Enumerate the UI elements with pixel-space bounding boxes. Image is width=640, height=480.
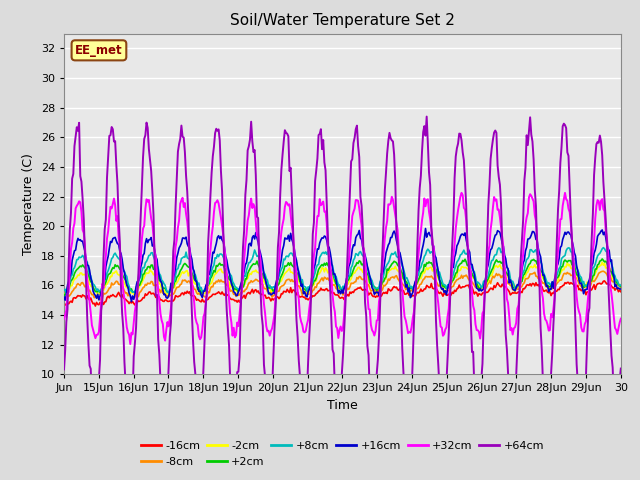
-8cm: [567, 273, 575, 278]
-2cm: [296, 281, 304, 287]
-16cm: [234, 298, 242, 303]
+2cm: [399, 270, 406, 276]
+2cm: [469, 273, 477, 279]
+8cm: [296, 273, 304, 278]
+8cm: [470, 269, 478, 275]
+2cm: [598, 256, 606, 262]
+32cm: [568, 238, 576, 243]
Line: +32cm: +32cm: [64, 193, 621, 344]
-2cm: [617, 283, 625, 289]
Title: Soil/Water Temperature Set 2: Soil/Water Temperature Set 2: [230, 13, 455, 28]
-8cm: [96, 297, 104, 303]
+64cm: [295, 358, 303, 364]
+8cm: [60, 288, 68, 293]
+16cm: [234, 289, 242, 295]
+16cm: [373, 289, 381, 295]
+16cm: [422, 226, 429, 231]
-2cm: [399, 276, 407, 282]
+64cm: [568, 236, 576, 242]
+8cm: [399, 266, 407, 272]
-16cm: [92, 303, 99, 309]
+2cm: [234, 287, 241, 293]
+64cm: [60, 367, 68, 372]
Line: +16cm: +16cm: [64, 228, 621, 301]
+64cm: [399, 369, 407, 375]
+64cm: [298, 420, 306, 425]
-2cm: [567, 265, 575, 271]
-2cm: [60, 291, 68, 297]
-16cm: [60, 300, 68, 306]
+2cm: [372, 286, 380, 291]
-8cm: [296, 285, 304, 291]
-2cm: [598, 259, 606, 265]
+16cm: [617, 286, 625, 292]
+16cm: [399, 268, 407, 274]
+16cm: [568, 238, 576, 243]
Line: +8cm: +8cm: [64, 248, 621, 294]
+8cm: [567, 249, 575, 254]
-2cm: [234, 287, 242, 293]
Line: -8cm: -8cm: [64, 271, 621, 300]
+32cm: [617, 316, 625, 322]
-8cm: [470, 282, 478, 288]
-16cm: [617, 289, 625, 295]
Text: EE_met: EE_met: [75, 44, 123, 57]
+64cm: [472, 403, 479, 409]
+32cm: [127, 341, 134, 347]
-8cm: [600, 268, 607, 274]
+32cm: [399, 301, 407, 307]
-16cm: [601, 278, 609, 284]
+32cm: [373, 318, 381, 324]
-16cm: [567, 280, 575, 286]
Line: -16cm: -16cm: [64, 281, 621, 306]
-8cm: [617, 285, 625, 290]
+32cm: [472, 322, 479, 327]
+32cm: [60, 316, 68, 322]
+2cm: [60, 293, 68, 299]
-2cm: [373, 286, 381, 291]
+32cm: [234, 323, 242, 329]
+2cm: [617, 284, 625, 289]
+32cm: [296, 313, 304, 319]
+16cm: [472, 280, 479, 286]
+8cm: [234, 287, 242, 292]
Line: +2cm: +2cm: [64, 259, 621, 296]
+8cm: [617, 282, 625, 288]
-2cm: [470, 276, 478, 282]
+8cm: [600, 245, 607, 251]
Line: +64cm: +64cm: [64, 117, 621, 422]
-16cm: [373, 293, 381, 299]
-2cm: [94, 293, 102, 299]
+16cm: [127, 299, 135, 304]
+16cm: [296, 275, 304, 280]
Legend: -16cm, -8cm, -2cm, +2cm, +8cm, +16cm, +32cm, +64cm: -16cm, -8cm, -2cm, +2cm, +8cm, +16cm, +3…: [136, 437, 548, 471]
+64cm: [617, 366, 625, 372]
+32cm: [458, 190, 465, 196]
+16cm: [60, 294, 68, 300]
-16cm: [470, 291, 478, 297]
-8cm: [399, 282, 407, 288]
-8cm: [234, 292, 242, 298]
+64cm: [234, 369, 241, 375]
+2cm: [295, 274, 303, 280]
+8cm: [63, 291, 70, 297]
X-axis label: Time: Time: [327, 399, 358, 412]
+8cm: [373, 285, 381, 291]
-8cm: [60, 295, 68, 300]
Line: -2cm: -2cm: [64, 262, 621, 296]
-16cm: [296, 294, 304, 300]
-8cm: [373, 291, 381, 297]
-16cm: [399, 288, 407, 293]
+2cm: [566, 258, 573, 264]
+64cm: [423, 114, 431, 120]
+64cm: [373, 372, 381, 377]
Y-axis label: Temperature (C): Temperature (C): [22, 153, 35, 255]
